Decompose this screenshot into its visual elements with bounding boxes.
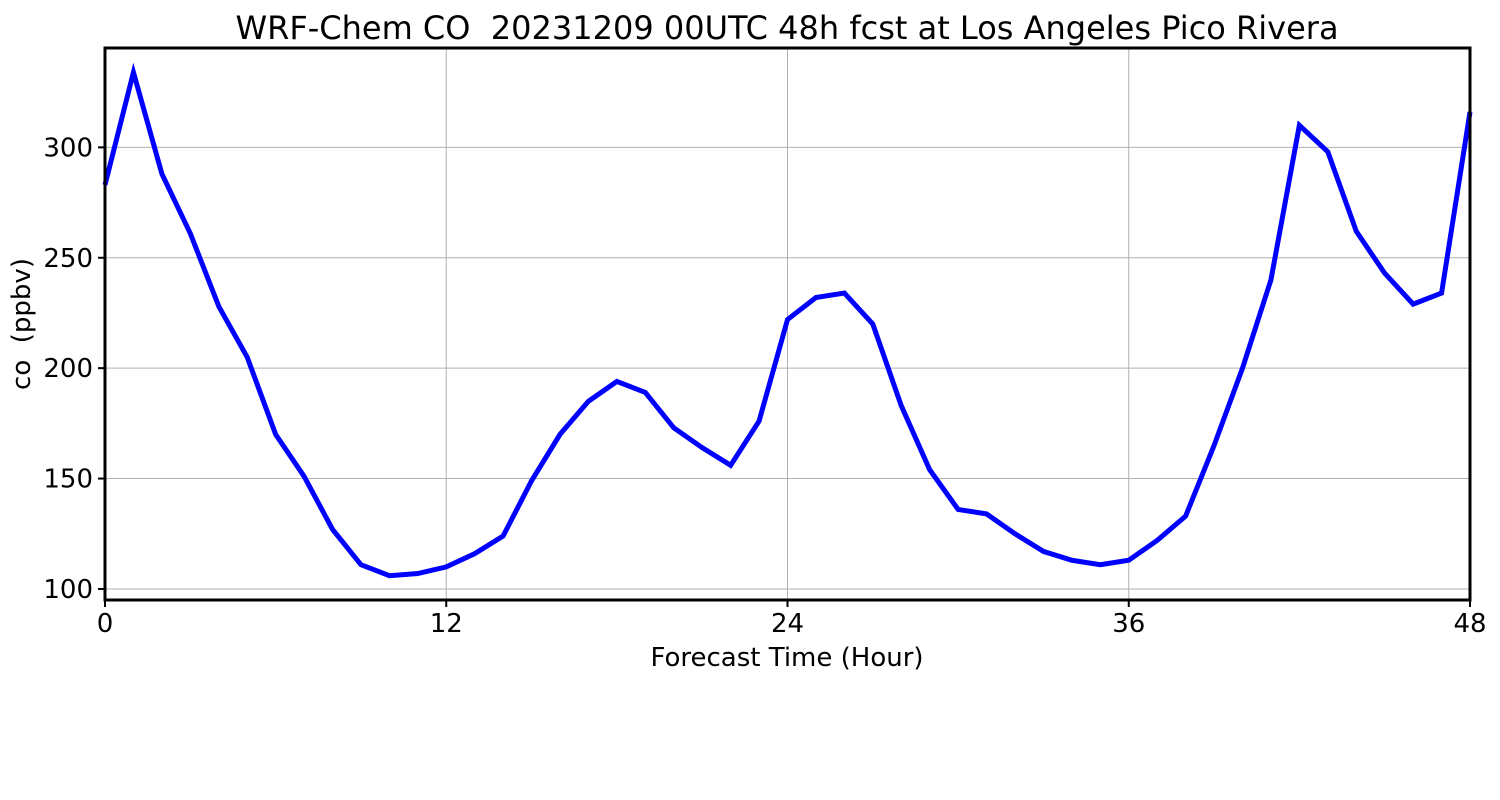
co-data-point [189,232,192,235]
co-data-point [1127,559,1130,562]
x-tick-label: 24 [771,609,804,639]
co-data-point [1184,515,1187,517]
co-data-point [1327,150,1329,153]
y-tick-label: 200 [43,354,93,384]
co-data-point [1270,279,1272,281]
y-tick-label: 250 [43,244,93,274]
chart-title: WRF-Chem CO 20231209 00UTC 48h fcst at L… [235,9,1338,47]
co-data-point [217,305,220,308]
co-data-point [502,535,504,537]
co-data-point [587,400,590,403]
y-axis-label: co (ppbv) [7,258,37,390]
co-data-point [758,420,760,422]
co-data-point [388,574,391,577]
y-tick-label: 300 [43,133,93,163]
co-data-point [1042,550,1045,553]
co-data-point [1213,444,1215,447]
co-data-point [1241,367,1244,369]
co-data-point [445,566,448,568]
co-data-point [274,433,277,436]
co-data-point [957,508,959,511]
co-data-point [559,433,561,436]
co-data-point [1156,539,1158,542]
co-data-point [303,475,305,478]
co-data-point [473,552,476,555]
x-tick-label: 36 [1112,609,1145,639]
x-axis-label: Forecast Time (Hour) [650,643,923,673]
co-data-point [843,292,846,294]
co-data-point [729,464,732,467]
co-data-point [132,71,135,74]
co-data-point [701,446,703,449]
co-data-point [1440,292,1443,294]
co-data-point [161,173,163,175]
co-data-point [331,528,334,531]
co-data-point [417,572,419,575]
axis-ticks: 0 12 24 36 48 100 150 200 250 300 [43,133,1486,639]
co-data-point [900,404,903,407]
co-data-point [672,426,675,429]
co-data-point [246,356,248,358]
co-data-point [530,479,533,482]
co-data-point [1298,124,1301,127]
co-data-point [1071,559,1073,562]
co-data-point [644,391,647,394]
co-data-point [1099,563,1102,566]
co-data-point [815,296,817,299]
x-tick-label: 0 [97,609,114,639]
co-data-point [928,468,931,471]
co-data-point [1355,230,1358,233]
x-tick-label: 12 [430,609,463,639]
co-data-point [1383,272,1386,275]
co-data-point [985,513,988,515]
y-tick-label: 150 [43,465,93,495]
co-data-point [872,323,874,325]
co-data-point [1412,303,1414,305]
co-data-point [616,380,618,383]
co-data-point [1014,532,1016,535]
x-tick-label: 48 [1453,609,1486,639]
co-data-point [786,318,789,321]
y-tick-label: 100 [43,575,93,605]
co-data-point [360,563,362,566]
